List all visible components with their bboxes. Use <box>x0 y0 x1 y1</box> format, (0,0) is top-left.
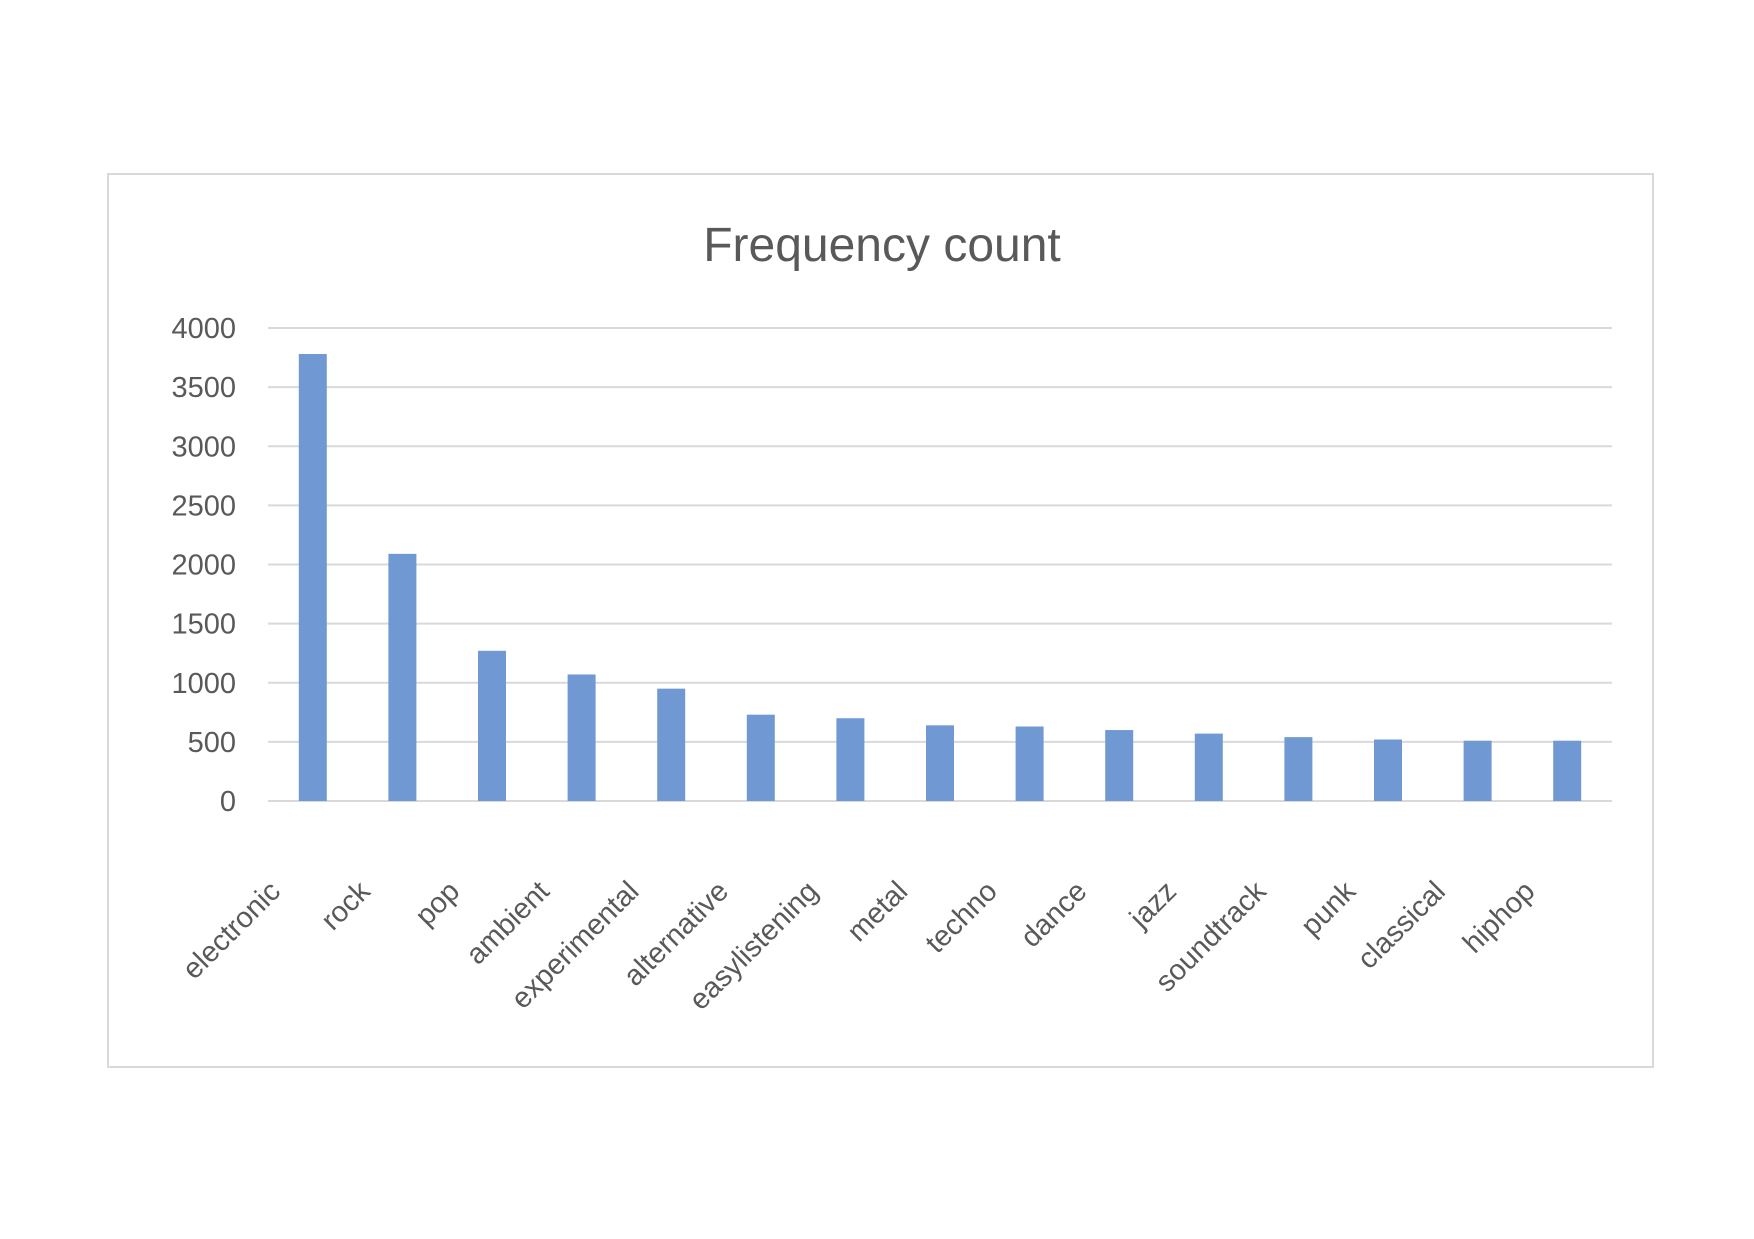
x-tick-label: dance <box>1015 875 1094 953</box>
bar-soundtrack <box>1284 737 1313 801</box>
bar-hiphop <box>1553 740 1582 801</box>
bar-ambient <box>567 674 596 801</box>
x-tick-label: jazz <box>1123 875 1183 935</box>
bar-metal <box>926 725 954 801</box>
bar-rock <box>388 553 417 801</box>
bar-electronic <box>298 354 327 801</box>
y-tick-label: 3500 <box>171 372 236 404</box>
bar-techno <box>1015 726 1044 801</box>
x-tick-label: punk <box>1295 875 1362 942</box>
bars <box>298 354 1582 801</box>
y-tick-label: 4000 <box>171 313 236 345</box>
y-tick-label: 1000 <box>171 668 236 700</box>
x-tick-label: classical <box>1352 875 1452 975</box>
x-tick-label: techno <box>920 875 1004 959</box>
chart-frame: Frequency count 0 500 1000 1500 2000 2500 3000… <box>107 173 1654 1068</box>
y-tick-label: 500 <box>188 727 236 759</box>
x-tick-label: pop <box>409 875 466 932</box>
bar-alternative <box>746 714 775 801</box>
bar-easylistening <box>836 718 865 801</box>
x-tick-label: rock <box>315 875 377 937</box>
y-tick-label: 1500 <box>171 609 236 641</box>
bar-classical <box>1463 740 1492 801</box>
y-axis-ticks: 0 500 1000 1500 2000 2500 3000 3500 4000 <box>171 313 236 818</box>
y-tick-label: 2500 <box>171 490 236 522</box>
bar-dance <box>1105 730 1134 801</box>
x-tick-label: metal <box>841 875 914 948</box>
y-tick-label: 3000 <box>171 431 236 463</box>
bar-chart: Frequency count 0 500 1000 1500 2000 2500 3000… <box>171 219 1612 1017</box>
bar-punk <box>1374 739 1402 801</box>
bar-experimental <box>657 688 686 801</box>
x-tick-label: hiphop <box>1457 875 1541 959</box>
y-tick-label: 0 <box>220 786 236 818</box>
x-axis-labels: electronic rock popambientexperimentalalte… <box>177 875 1542 1017</box>
bar-jazz <box>1194 733 1223 801</box>
x-tick-label: electronic <box>177 875 287 985</box>
chart-title: Frequency count <box>703 219 1061 272</box>
y-tick-label: 2000 <box>171 550 236 582</box>
bar-pop <box>478 650 506 801</box>
